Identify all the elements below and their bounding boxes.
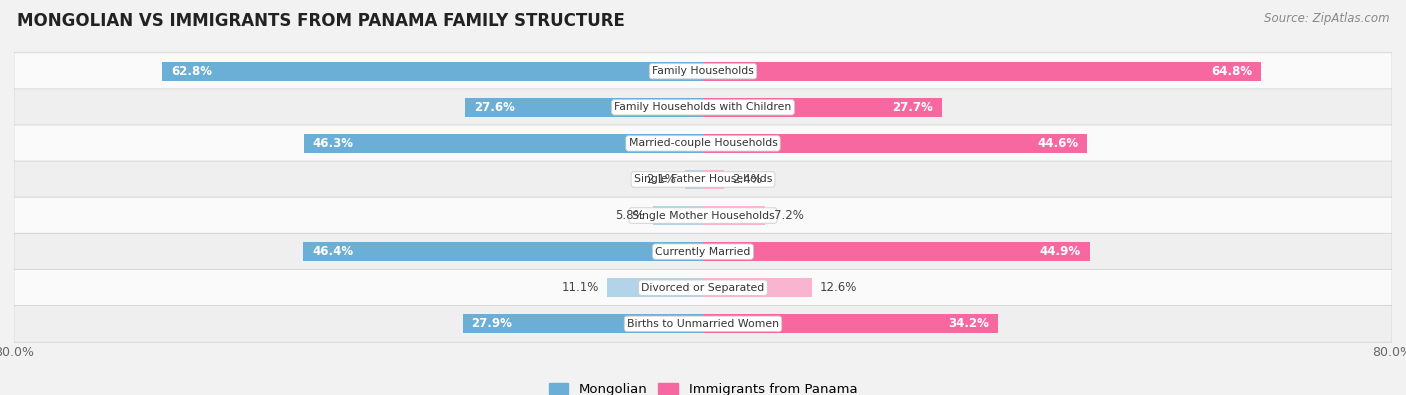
Bar [703,242,1090,261]
Bar [703,314,997,333]
Bar [652,206,703,225]
Text: 44.6%: 44.6% [1038,137,1078,150]
Bar [162,62,703,81]
Bar [685,170,703,189]
Text: 12.6%: 12.6% [820,281,858,294]
Text: 27.7%: 27.7% [893,101,934,114]
FancyBboxPatch shape [14,305,1392,342]
Text: Family Households: Family Households [652,66,754,76]
Text: MONGOLIAN VS IMMIGRANTS FROM PANAMA FAMILY STRUCTURE: MONGOLIAN VS IMMIGRANTS FROM PANAMA FAMI… [17,12,624,30]
Bar [607,278,703,297]
Text: 11.1%: 11.1% [561,281,599,294]
FancyBboxPatch shape [14,53,1392,90]
Text: 2.4%: 2.4% [733,173,762,186]
FancyBboxPatch shape [14,161,1392,198]
FancyBboxPatch shape [14,125,1392,162]
Bar [703,206,765,225]
Text: 34.2%: 34.2% [948,317,988,330]
Bar [703,62,1261,81]
Legend: Mongolian, Immigrants from Panama: Mongolian, Immigrants from Panama [543,378,863,395]
Text: 64.8%: 64.8% [1212,65,1253,78]
Text: 27.9%: 27.9% [471,317,512,330]
Text: 62.8%: 62.8% [170,65,212,78]
Text: 46.4%: 46.4% [312,245,353,258]
Bar [463,314,703,333]
Text: Married-couple Households: Married-couple Households [628,138,778,149]
Text: 27.6%: 27.6% [474,101,515,114]
Bar [703,278,811,297]
FancyBboxPatch shape [14,197,1392,234]
Text: Births to Unmarried Women: Births to Unmarried Women [627,319,779,329]
FancyBboxPatch shape [14,89,1392,126]
Text: Single Father Households: Single Father Households [634,175,772,184]
Bar [703,170,724,189]
FancyBboxPatch shape [14,269,1392,306]
Bar [304,242,703,261]
Bar [703,134,1087,153]
Text: 5.8%: 5.8% [614,209,644,222]
Text: Source: ZipAtlas.com: Source: ZipAtlas.com [1264,12,1389,25]
Text: 2.1%: 2.1% [647,173,676,186]
Text: Single Mother Households: Single Mother Households [631,211,775,220]
Bar [304,134,703,153]
Text: 46.3%: 46.3% [314,137,354,150]
Bar [465,98,703,117]
Text: 44.9%: 44.9% [1040,245,1081,258]
Text: 7.2%: 7.2% [773,209,803,222]
Text: Family Households with Children: Family Households with Children [614,102,792,112]
Text: Divorced or Separated: Divorced or Separated [641,283,765,293]
FancyBboxPatch shape [14,233,1392,270]
Text: Currently Married: Currently Married [655,246,751,257]
Bar [703,98,942,117]
